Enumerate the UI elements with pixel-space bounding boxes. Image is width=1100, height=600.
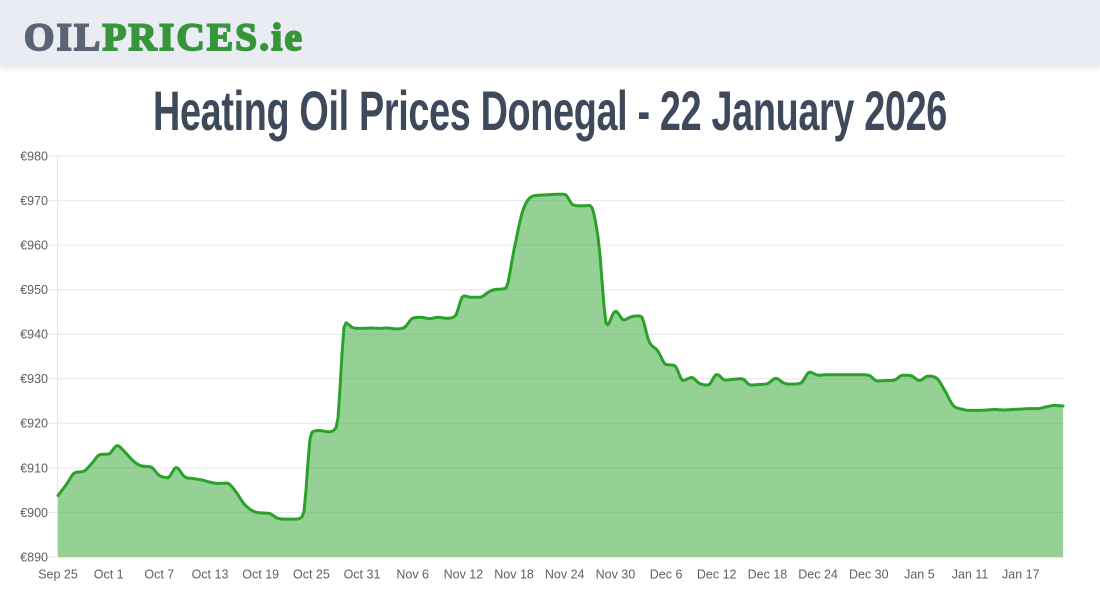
- svg-text:€930: €930: [20, 372, 48, 386]
- svg-text:Oct 25: Oct 25: [293, 568, 330, 582]
- svg-text:Dec 6: Dec 6: [650, 568, 683, 582]
- svg-text:Nov 24: Nov 24: [545, 568, 585, 582]
- svg-text:Nov 12: Nov 12: [444, 568, 484, 582]
- svg-text:Dec 24: Dec 24: [798, 568, 838, 582]
- svg-text:Jan 17: Jan 17: [1002, 568, 1040, 582]
- svg-text:€960: €960: [20, 239, 48, 253]
- svg-text:Dec 30: Dec 30: [849, 568, 889, 582]
- svg-text:€970: €970: [20, 194, 48, 208]
- svg-text:€890: €890: [20, 550, 48, 564]
- svg-text:Nov 6: Nov 6: [396, 568, 429, 582]
- svg-text:€910: €910: [20, 461, 48, 475]
- svg-text:Jan 11: Jan 11: [952, 568, 989, 582]
- svg-text:Jan 5: Jan 5: [904, 568, 935, 582]
- svg-text:Oct 1: Oct 1: [94, 568, 124, 582]
- svg-text:€980: €980: [20, 149, 48, 163]
- svg-text:Nov 18: Nov 18: [494, 568, 534, 582]
- svg-text:€900: €900: [20, 506, 48, 520]
- svg-text:Oct 19: Oct 19: [242, 568, 279, 582]
- svg-text:€940: €940: [20, 328, 48, 342]
- svg-text:Oct 7: Oct 7: [144, 568, 174, 582]
- svg-text:€920: €920: [20, 417, 48, 431]
- svg-text:Oct 13: Oct 13: [192, 568, 229, 582]
- svg-text:€950: €950: [20, 283, 48, 297]
- svg-text:Dec 12: Dec 12: [697, 568, 737, 582]
- svg-text:Dec 18: Dec 18: [748, 568, 788, 582]
- svg-text:Sep 25: Sep 25: [38, 568, 78, 582]
- svg-text:Oct 31: Oct 31: [344, 568, 381, 582]
- svg-text:Nov 30: Nov 30: [596, 568, 636, 582]
